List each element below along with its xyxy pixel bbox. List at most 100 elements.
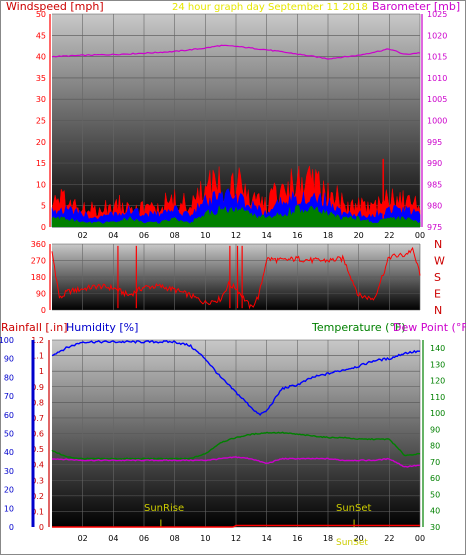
wind-tick-label: 5 bbox=[41, 202, 46, 211]
barometer-tick-label: 1020 bbox=[427, 31, 447, 40]
barometer-tick-label: 975 bbox=[427, 223, 442, 232]
climate-x-tick-label: 10 bbox=[200, 534, 210, 543]
humidity-tick-label: 10 bbox=[4, 504, 14, 513]
direction-tick-label: 180 bbox=[31, 273, 46, 282]
climate-x-tick-label: 04 bbox=[108, 534, 118, 543]
barometer-tick-label: 985 bbox=[427, 180, 442, 189]
wind-x-tick-label: 00 bbox=[415, 231, 425, 240]
barometer-tick-label: 1015 bbox=[427, 53, 447, 62]
rainfall-tick-label: 0.4 bbox=[31, 461, 44, 470]
compass-letter: W bbox=[434, 255, 445, 268]
humidity-tick-label: 0 bbox=[9, 523, 14, 532]
wind-tick-label: 50 bbox=[36, 10, 46, 19]
humidity-tick-label: 60 bbox=[4, 411, 14, 420]
wind-tick-label: 10 bbox=[36, 180, 46, 189]
temperature-tick-label: 140 bbox=[430, 344, 445, 353]
barometer-tick-label: 1010 bbox=[427, 74, 447, 83]
temperature-tick-label: 100 bbox=[430, 409, 445, 418]
wind-tick-label: 20 bbox=[36, 138, 46, 147]
dewpoint-series bbox=[51, 456, 421, 468]
barometer-tick-label: 1005 bbox=[427, 95, 447, 104]
climate-x-tick-label: 02 bbox=[78, 534, 88, 543]
wind-x-tick-label: 04 bbox=[108, 231, 118, 240]
wind-direction-series bbox=[51, 246, 421, 310]
rainfall-tick-label: 0.5 bbox=[31, 445, 44, 454]
compass-letter: S bbox=[434, 271, 441, 284]
rainfall-axis-label: Rainfall [.in] bbox=[1, 321, 68, 334]
climate-x-tick-label: 06 bbox=[139, 534, 149, 543]
rainfall-tick-label: 0.7 bbox=[31, 414, 44, 423]
wind-x-tick-label: 02 bbox=[78, 231, 88, 240]
humidity-tick-label: 30 bbox=[4, 467, 14, 476]
temperature-tick-label: 60 bbox=[430, 474, 440, 483]
wind-tick-label: 35 bbox=[36, 74, 46, 83]
wind-x-tick-label: 12 bbox=[231, 231, 241, 240]
barometer-series bbox=[51, 44, 421, 60]
barometer-tick-label: 995 bbox=[427, 138, 442, 147]
rainfall-tick-label: 0 bbox=[39, 523, 44, 532]
wind-tick-label: 40 bbox=[36, 53, 46, 62]
climate-x-tick-label: 18 bbox=[323, 534, 333, 543]
temperature-tick-label: 110 bbox=[430, 393, 445, 402]
climate-x-tick-label: 16 bbox=[292, 534, 302, 543]
rainfall-tick-label: 0.3 bbox=[31, 476, 44, 485]
temperature-tick-label: 30 bbox=[430, 523, 440, 532]
temperature-series bbox=[51, 431, 421, 460]
humidity-tick-label: 90 bbox=[4, 355, 14, 364]
sunset-bottom-label: SunSet bbox=[336, 538, 368, 548]
rainfall-tick-label: 0.8 bbox=[31, 398, 44, 407]
humidity-series bbox=[51, 339, 420, 416]
barometer-tick-label: 1000 bbox=[427, 117, 447, 126]
compass-letter: E bbox=[434, 288, 441, 301]
wind-x-tick-label: 08 bbox=[170, 231, 180, 240]
temperature-tick-label: 40 bbox=[430, 507, 440, 516]
rainfall-tick-label: 1.2 bbox=[31, 336, 44, 345]
wind-tick-label: 30 bbox=[36, 95, 46, 104]
temperature-tick-label: 130 bbox=[430, 360, 445, 369]
wind-tick-label: 0 bbox=[41, 223, 46, 232]
rainfall-series bbox=[52, 524, 420, 528]
compass-letter: N bbox=[434, 304, 442, 317]
barometer-tick-label: 1025 bbox=[427, 10, 447, 19]
humidity-tick-label: 20 bbox=[4, 486, 14, 495]
barometer-tick-label: 990 bbox=[427, 159, 442, 168]
climate-x-tick-label: 14 bbox=[262, 534, 272, 543]
rainfall-tick-label: 0.1 bbox=[31, 507, 44, 516]
wind-x-tick-label: 18 bbox=[323, 231, 333, 240]
wind-tick-label: 25 bbox=[36, 117, 46, 126]
wind-low-series bbox=[51, 204, 421, 228]
rainfall-tick-label: 0.2 bbox=[31, 492, 44, 501]
wind-x-tick-label: 14 bbox=[262, 231, 272, 240]
rainfall-tick-label: 0.9 bbox=[31, 383, 44, 392]
climate-x-tick-label: 20 bbox=[354, 534, 364, 543]
rainfall-tick-label: 0.6 bbox=[31, 430, 44, 439]
barometer-axis-label: Barometer [mb] bbox=[372, 0, 460, 13]
wind-x-tick-label: 16 bbox=[292, 231, 302, 240]
humidity-tick-label: 100 bbox=[0, 336, 14, 345]
temperature-tick-label: 80 bbox=[430, 442, 440, 451]
humidity-axis-label: Humidity [%] bbox=[66, 321, 138, 334]
humidity-tick-label: 50 bbox=[4, 430, 14, 439]
wind-x-tick-label: 06 bbox=[139, 231, 149, 240]
climate-x-tick-label: 12 bbox=[231, 534, 241, 543]
direction-tick-label: 360 bbox=[31, 240, 46, 249]
wind-tick-label: 15 bbox=[36, 159, 46, 168]
temperature-tick-label: 70 bbox=[430, 458, 440, 467]
temperature-axis-label: Temperature (°F) bbox=[311, 321, 406, 334]
temperature-tick-label: 90 bbox=[430, 425, 440, 434]
direction-tick-label: 270 bbox=[31, 257, 46, 266]
direction-tick-label: 90 bbox=[36, 290, 46, 299]
windspeed-axis-label: Windspeed [mph] bbox=[6, 0, 104, 13]
barometer-tick-label: 980 bbox=[427, 202, 442, 211]
direction-tick-label: 0 bbox=[41, 306, 46, 315]
climate-x-tick-label: 22 bbox=[384, 534, 394, 543]
rainfall-tick-label: 1.1 bbox=[31, 352, 44, 361]
compass-letter: N bbox=[434, 238, 442, 251]
climate-x-tick-label: 08 bbox=[170, 534, 180, 543]
temperature-tick-label: 50 bbox=[430, 490, 440, 499]
chart-title: 24 hour graph day September 11 2018 bbox=[172, 2, 368, 13]
wind-tick-label: 45 bbox=[36, 31, 46, 40]
temperature-tick-label: 120 bbox=[430, 377, 445, 386]
dewpoint-axis-label: Dew Point (°F) bbox=[393, 321, 466, 334]
